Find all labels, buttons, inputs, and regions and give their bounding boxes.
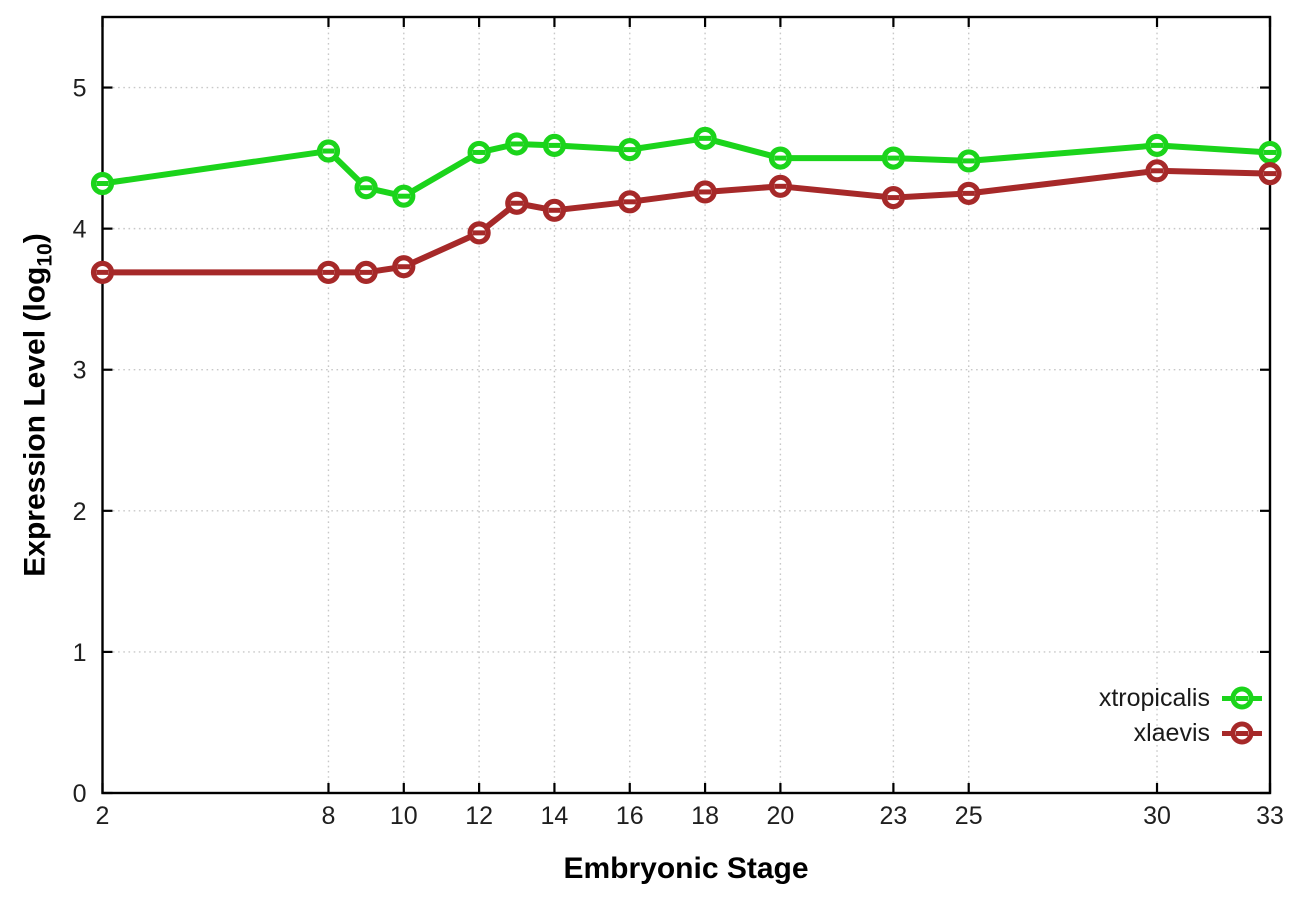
series-line-xtropicalis bbox=[99, 135, 1273, 200]
x-tick-label: 18 bbox=[691, 802, 719, 830]
legend-item-xtropicalis: xtropicalis bbox=[1099, 683, 1262, 713]
x-tick-label: 20 bbox=[766, 802, 794, 830]
x-tick-label: 33 bbox=[1256, 802, 1284, 830]
x-axis-title: Embryonic Stage bbox=[563, 852, 809, 885]
x-tick-label: 10 bbox=[390, 802, 418, 830]
y-axis-title: Expression Level (log10) bbox=[19, 233, 58, 576]
y-axis-title-subscript: 10 bbox=[33, 243, 57, 267]
legend-label: xtropicalis bbox=[1098, 683, 1210, 712]
legend-item-xlaevis: xlaevis bbox=[1099, 718, 1262, 748]
plot-border bbox=[101, 15, 1272, 795]
y-tick-label: 5 bbox=[73, 75, 87, 103]
x-tick-label: 8 bbox=[322, 802, 336, 830]
x-tick-label: 2 bbox=[96, 802, 110, 830]
y-tick-label: 4 bbox=[73, 216, 87, 244]
y-tick-label: 1 bbox=[73, 639, 87, 667]
legend-dash bbox=[1236, 695, 1248, 701]
y-tick-label: 3 bbox=[73, 357, 87, 385]
x-tick-label: 23 bbox=[879, 802, 907, 830]
x-tick-label: 16 bbox=[616, 802, 644, 830]
x-tick-label: 14 bbox=[541, 802, 569, 830]
legend: xtropicalis xlaevis bbox=[1099, 683, 1262, 748]
y-axis-title-close: ) bbox=[18, 233, 52, 244]
linespoint-marker-icon bbox=[1222, 720, 1262, 746]
x-tick-label: 30 bbox=[1143, 802, 1171, 830]
x-tick-label: 25 bbox=[955, 802, 983, 830]
legend-dash bbox=[1236, 730, 1248, 736]
linespoint-marker-icon bbox=[1222, 685, 1262, 711]
y-tick-label: 0 bbox=[73, 780, 87, 808]
y-tick-label: 2 bbox=[73, 498, 87, 526]
x-tick-label: 12 bbox=[465, 802, 493, 830]
y-axis-title-text: Expression Level (log bbox=[18, 266, 52, 577]
series-line-xlaevis bbox=[99, 167, 1273, 276]
legend-label: xlaevis bbox=[1133, 718, 1210, 747]
